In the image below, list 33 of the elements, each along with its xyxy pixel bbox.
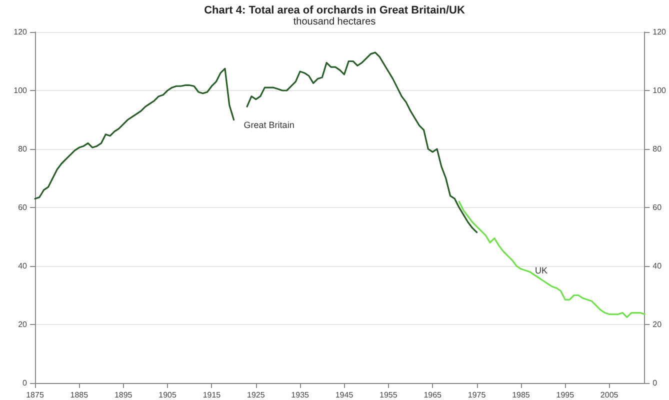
x-tick-label: 1935	[291, 390, 310, 400]
x-tick-label: 1995	[556, 390, 575, 400]
series-label: UK	[535, 266, 548, 276]
x-tick-label: 1895	[114, 390, 133, 400]
x-tick-label: 1945	[335, 390, 354, 400]
series-label: Great Britain	[244, 120, 294, 130]
x-tick-label: 1905	[158, 390, 177, 400]
y-tick-label: 120	[14, 28, 28, 36]
y-tick-label: 20	[18, 320, 28, 329]
x-tick-label: 1925	[246, 390, 266, 400]
y2-tick-label: 0	[652, 378, 658, 388]
y2-tick-label: 20	[652, 320, 662, 329]
y-tick-label: 80	[18, 144, 28, 154]
y-tick-label: 40	[18, 262, 28, 270]
y-tick-label: 100	[14, 86, 28, 95]
x-tick-label: 1965	[424, 390, 442, 400]
line-series	[458, 200, 646, 318]
x-tick-label: 2005	[600, 390, 619, 400]
y-tick-label: 60	[18, 203, 28, 212]
y2-tick-label: 60	[652, 203, 662, 212]
x-tick-label: 1885	[70, 390, 89, 400]
x-tick-label: 1955	[380, 390, 398, 400]
y2-tick-label: 80	[652, 144, 662, 154]
y2-tick-label: 120	[652, 28, 667, 36]
chart-subtitle: thousand hectares	[293, 16, 376, 28]
x-tick-label: 1975	[468, 390, 486, 400]
chart-title: Chart 4: Total area of orchards in Great Britain/UK	[204, 4, 465, 16]
x-tick-label: 1875	[26, 390, 44, 400]
y-tick-label: 0	[22, 378, 28, 388]
y2-tick-label: 100	[652, 86, 667, 95]
x-tick-label: 1915	[202, 390, 222, 400]
y2-tick-label: 40	[652, 262, 662, 270]
x-tick-label: 1985	[512, 390, 530, 400]
